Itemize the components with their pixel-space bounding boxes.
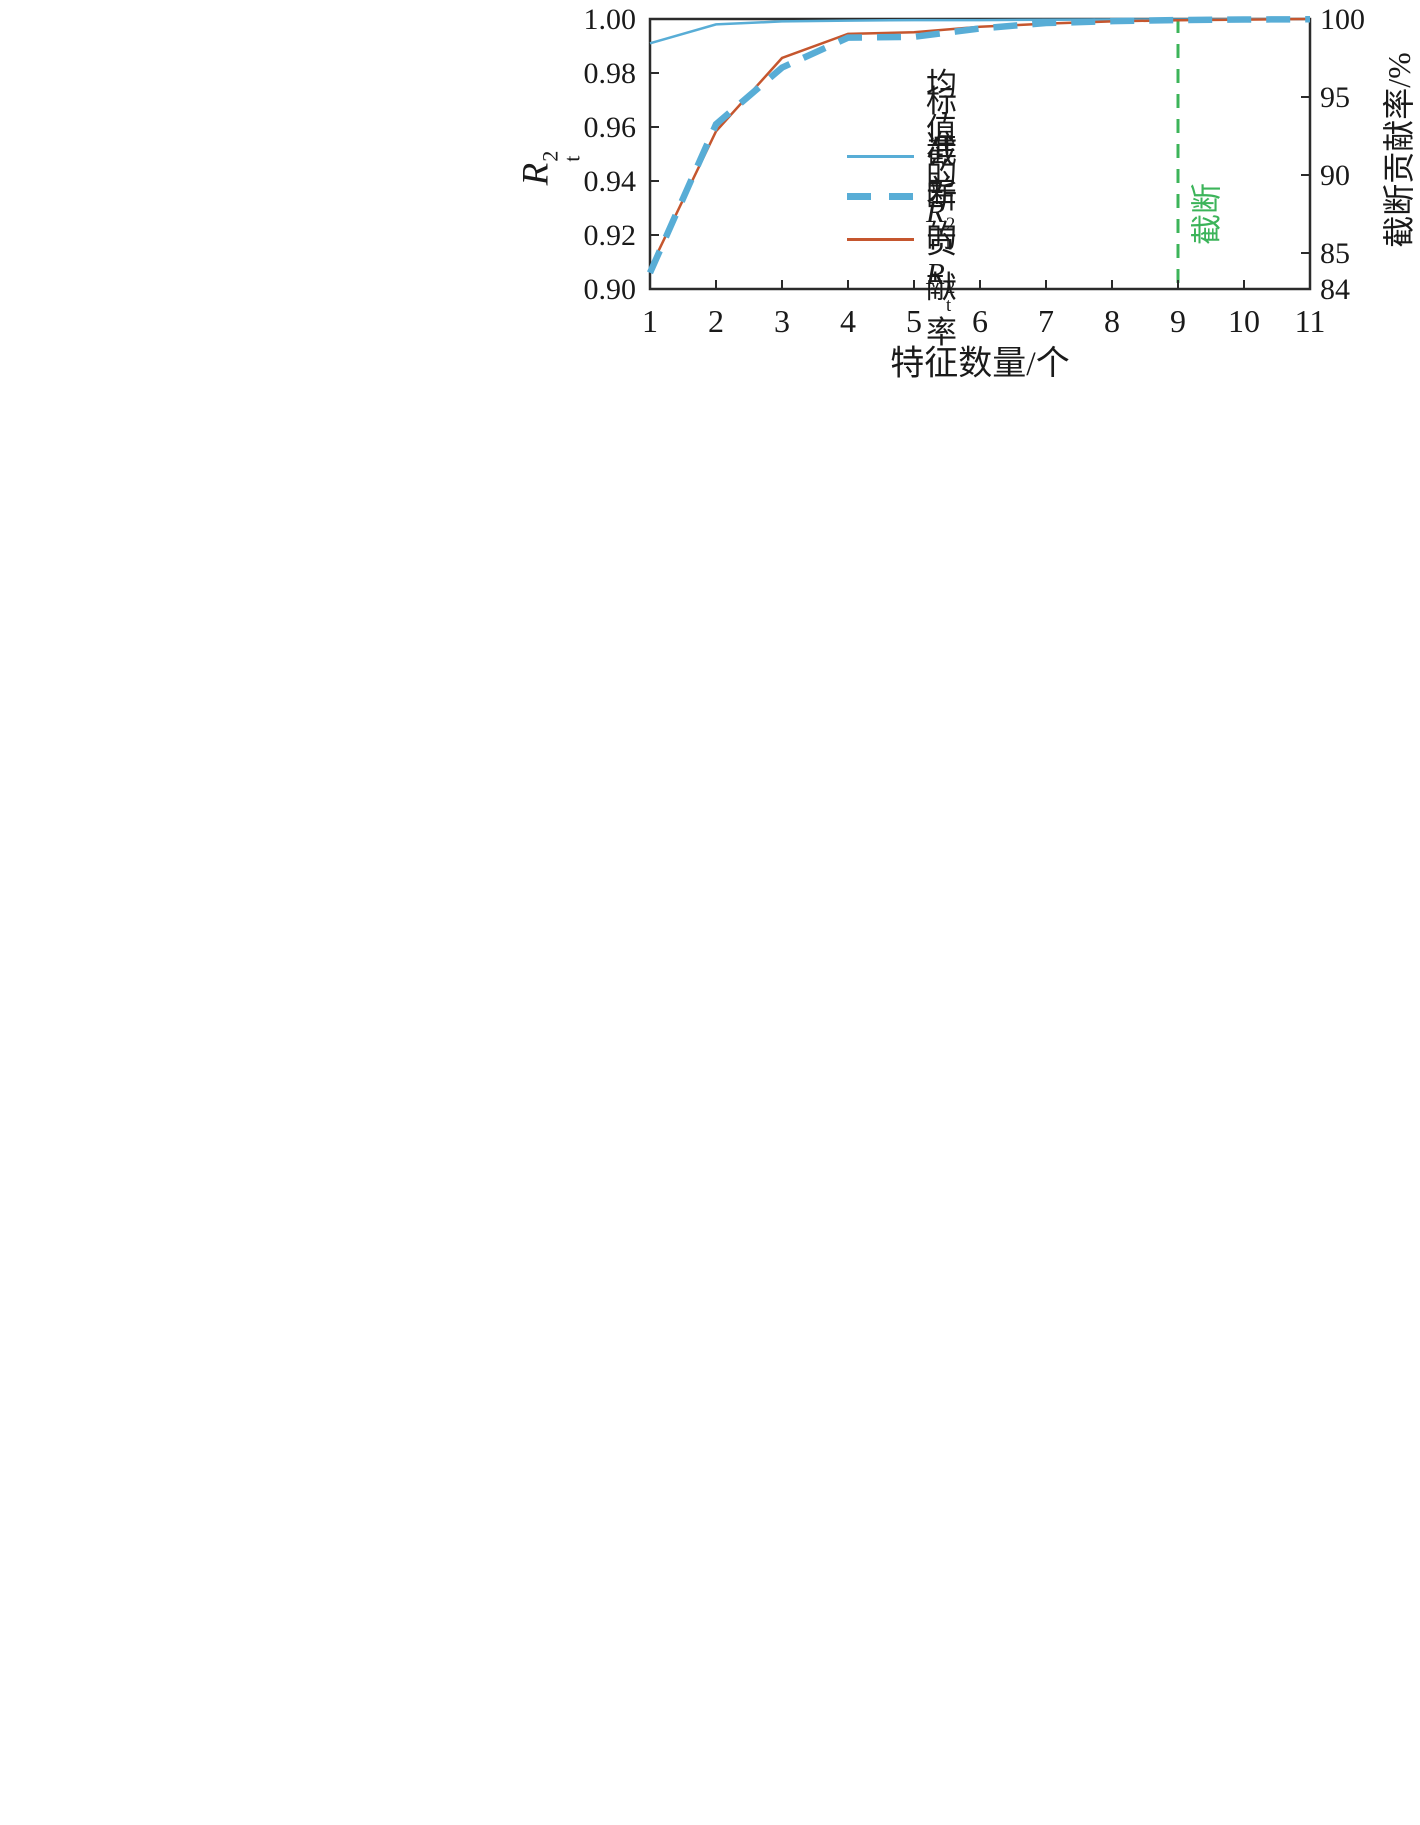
legend-label-std-r2-var: R bbox=[926, 256, 945, 292]
x-tick-label: 5 bbox=[906, 303, 922, 339]
x-tick-label: 8 bbox=[1104, 303, 1120, 339]
y-tick-label-left: 0.98 bbox=[584, 57, 637, 90]
x-axis-title: 特征数量/个 bbox=[890, 345, 1070, 383]
legend-item-mean-r2: 均值的R 2 t bbox=[847, 67, 957, 252]
legend-line-mean-r2 bbox=[847, 154, 914, 158]
legend-item-std-r2: 标准差的R 2 t bbox=[847, 84, 957, 315]
x-tick-label: 1 bbox=[642, 303, 658, 339]
legend-item-contribution: 截断贡献率 bbox=[847, 135, 957, 350]
legend-label-std-r2-text: 标准差的 bbox=[926, 84, 957, 255]
legend-label-mean-r2: 均值的R 2 t bbox=[926, 59, 957, 254]
legend-label-std-r2: 标准差的R 2 t bbox=[926, 76, 957, 316]
legend-label-mean-r2-text: 均值的 bbox=[926, 66, 957, 192]
legend-line-std-r2 bbox=[847, 192, 914, 200]
x-tick-label: 6 bbox=[972, 303, 988, 339]
y-axis-title-left-sub: t bbox=[559, 155, 585, 162]
y-tick-label-left: 1.00 bbox=[584, 3, 637, 36]
legend-label-mean-r2-sup: 2 bbox=[945, 214, 956, 236]
line-chart: 1 2 3 4 5 6 7 8 9 10 11 1.00 0.98 0.96 0.94 0.92 0.90 100… bbox=[0, 0, 1420, 420]
x-tick-label: 4 bbox=[840, 303, 856, 339]
legend-label-std-r2-sup: 2 bbox=[945, 276, 956, 298]
std-r2-line bbox=[647, 16, 1311, 275]
y-axis-title-right: 截断贡献率/% bbox=[1381, 52, 1417, 248]
x-tick-label: 10 bbox=[1228, 303, 1260, 339]
y-tick-label-right: 90 bbox=[1320, 159, 1350, 192]
y-tick-label-right: 100 bbox=[1320, 3, 1365, 36]
x-tick-label: 11 bbox=[1295, 303, 1326, 339]
y-axis-title-left-sup: 2 bbox=[537, 150, 563, 162]
cutoff-annotation: 截断 bbox=[1189, 183, 1225, 245]
x-tick-label: 9 bbox=[1170, 303, 1186, 339]
axis-ticks: 1 2 3 4 5 6 7 8 9 10 11 1.00 0.98 0.96 0.94 0.92 0.90 100… bbox=[584, 3, 1366, 339]
y-tick-label-right: 85 bbox=[1320, 237, 1350, 270]
y-tick-label-left: 0.96 bbox=[584, 111, 637, 144]
legend-label-std-r2-sub: t bbox=[945, 295, 952, 317]
legend-label-contribution-text: 截断贡献率 bbox=[926, 134, 957, 350]
chart-svg: 1 2 3 4 5 6 7 8 9 10 11 1.00 0.98 0.96 0.94 0.92 0.90 100… bbox=[584, 3, 1366, 339]
x-tick-label: 3 bbox=[774, 303, 790, 339]
legend-label-contribution: 截断贡献率 bbox=[926, 127, 957, 352]
legend-line-contribution bbox=[847, 237, 914, 241]
plot-border bbox=[648, 17, 1312, 291]
y-tick-label-right: 95 bbox=[1320, 81, 1350, 114]
y-axis-title-left-var: R bbox=[515, 162, 557, 186]
x-tick-label: 2 bbox=[708, 303, 724, 339]
y-tick-label-left: 0.90 bbox=[584, 273, 637, 306]
y-axis-right-corner-label: 84 bbox=[1320, 273, 1350, 306]
y-tick-label-left: 0.94 bbox=[584, 165, 637, 198]
y-tick-label-left: 0.92 bbox=[584, 219, 637, 252]
legend-label-mean-r2-sub: t bbox=[945, 232, 952, 254]
x-tick-label: 7 bbox=[1038, 303, 1054, 339]
legend-label-mean-r2-var: R bbox=[926, 193, 945, 229]
